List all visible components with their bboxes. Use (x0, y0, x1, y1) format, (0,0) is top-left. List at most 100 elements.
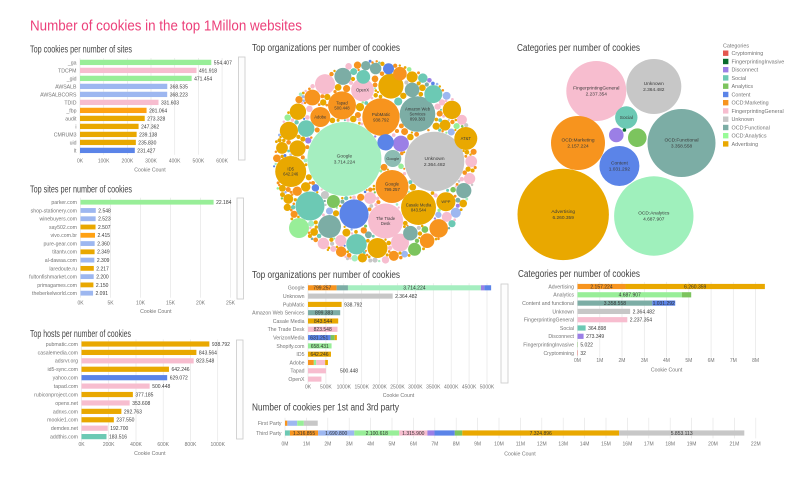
svg-text:6.260.359: 6.260.359 (684, 284, 706, 290)
svg-text:theberkelworld.com: theberkelworld.com (32, 291, 77, 297)
svg-text:22M: 22M (751, 442, 761, 448)
svg-text:_fbp: _fbp (65, 108, 76, 114)
svg-text:Cookie Count: Cookie Count (134, 451, 166, 457)
svg-text:Number of cookies per 1st and: Number of cookies per 1st and 3rd party (252, 403, 399, 414)
svg-text:adsrvr.org: adsrvr.org (55, 359, 78, 365)
svg-text:adnxs.com: adnxs.com (53, 409, 78, 415)
svg-text:Google: Google (288, 286, 305, 292)
svg-text:Unknown: Unknown (732, 117, 754, 123)
svg-text:400K: 400K (169, 159, 181, 165)
svg-text:7M: 7M (730, 358, 737, 364)
svg-text:2.237.354: 2.237.354 (586, 92, 608, 98)
svg-text:OCD:Analytics: OCD:Analytics (732, 134, 767, 140)
svg-text:2500K: 2500K (390, 385, 405, 391)
svg-text:1.690.800: 1.690.800 (325, 431, 347, 437)
svg-text:10K: 10K (136, 301, 146, 307)
svg-text:2.364.482: 2.364.482 (424, 162, 446, 168)
svg-text:ID5: ID5 (296, 352, 304, 358)
svg-text:0K: 0K (77, 301, 84, 307)
svg-text:1.031.292: 1.031.292 (609, 167, 631, 173)
svg-text:200K: 200K (122, 159, 134, 165)
svg-text:mookie1.com: mookie1.com (47, 418, 78, 424)
svg-text:casalemedia.com: casalemedia.com (38, 350, 78, 356)
svg-text:OpenX: OpenX (288, 377, 305, 383)
svg-text:Services: Services (409, 112, 425, 117)
svg-text:1.031.292: 1.031.292 (653, 301, 675, 307)
svg-text:1M: 1M (596, 358, 603, 364)
svg-text:0M: 0M (574, 358, 581, 364)
svg-text:331.603: 331.603 (161, 100, 179, 106)
svg-text:17M: 17M (644, 442, 654, 448)
svg-text:2.523: 2.523 (98, 217, 111, 223)
svg-text:OCD:Marketing: OCD:Marketing (561, 138, 594, 144)
svg-text:OCD:Marketing: OCD:Marketing (732, 101, 769, 107)
svg-text:0M: 0M (282, 442, 289, 448)
svg-text:642.246: 642.246 (310, 352, 328, 358)
svg-text:AWSALBCORS: AWSALBCORS (40, 92, 77, 98)
svg-text:OCD:Analytics: OCD:Analytics (638, 211, 670, 217)
svg-text:VerizonMedia: VerizonMedia (273, 336, 305, 342)
svg-text:843.564: 843.564 (199, 350, 217, 356)
svg-text:368.223: 368.223 (170, 92, 188, 98)
svg-text:8M: 8M (752, 358, 759, 364)
svg-text:554.407: 554.407 (214, 60, 232, 66)
svg-text:laredoute.ru: laredoute.ru (49, 266, 77, 272)
svg-text:631.251: 631.251 (310, 336, 328, 342)
svg-text:6M: 6M (410, 442, 417, 448)
svg-text:353.608: 353.608 (132, 401, 150, 407)
svg-text:_gid: _gid (66, 76, 77, 82)
svg-text:642.246: 642.246 (172, 367, 190, 373)
svg-text:2.091: 2.091 (96, 291, 109, 297)
svg-text:OpenX: OpenX (356, 88, 369, 93)
svg-text:2.548: 2.548 (98, 208, 111, 214)
svg-text:2.507: 2.507 (98, 225, 111, 231)
svg-text:2.237.354: 2.237.354 (630, 318, 652, 324)
svg-text:Google: Google (385, 181, 400, 186)
svg-text:5M: 5M (389, 442, 396, 448)
svg-text:The Trade: The Trade (376, 216, 396, 221)
svg-text:tapad.com: tapad.com (54, 384, 78, 390)
svg-text:0K: 0K (305, 385, 312, 391)
svg-text:i: i (75, 124, 76, 130)
svg-text:Top hosts per number of cookie: Top hosts per number of cookies (30, 329, 131, 340)
svg-text:2.100.618: 2.100.618 (366, 431, 388, 437)
svg-text:Content: Content (611, 161, 628, 167)
svg-text:CMRUM3: CMRUM3 (54, 132, 77, 138)
svg-text:239.138: 239.138 (139, 132, 157, 138)
svg-text:600K: 600K (157, 442, 169, 448)
svg-text:2.415: 2.415 (98, 233, 111, 239)
svg-text:22.184: 22.184 (216, 200, 232, 206)
svg-text:FingerprintingGeneral: FingerprintingGeneral (524, 318, 574, 324)
svg-text:Analytics: Analytics (732, 84, 754, 90)
svg-text:658.431: 658.431 (311, 344, 329, 350)
svg-text:500.448: 500.448 (334, 106, 350, 111)
svg-text:al-dawaa.com: al-dawaa.com (45, 258, 77, 264)
svg-text:2M: 2M (619, 358, 626, 364)
svg-text:Casale Media: Casale Media (273, 319, 305, 325)
svg-text:400K: 400K (130, 442, 142, 448)
svg-text:938.792: 938.792 (373, 117, 389, 122)
svg-text:addthis.com: addthis.com (50, 435, 78, 441)
svg-text:FingerprintingInvasive: FingerprintingInvasive (732, 60, 785, 66)
svg-text:Tapad: Tapad (336, 100, 348, 105)
svg-text:2.157.224: 2.157.224 (590, 284, 612, 290)
svg-text:Amazon Web: Amazon Web (405, 106, 431, 111)
svg-text:Google: Google (386, 156, 400, 161)
svg-text:6M: 6M (708, 358, 715, 364)
svg-text:Cryptomining: Cryptomining (543, 351, 574, 357)
svg-text:5.853.113: 5.853.113 (671, 431, 693, 437)
svg-text:2.360: 2.360 (97, 241, 110, 247)
svg-text:20M: 20M (708, 442, 718, 448)
svg-text:20K: 20K (196, 301, 206, 307)
svg-text:winebuyers.com: winebuyers.com (40, 217, 77, 223)
svg-text:500.448: 500.448 (152, 384, 170, 390)
svg-text:16M: 16M (623, 442, 633, 448)
svg-text:Content: Content (732, 93, 751, 99)
svg-text:vivo.com.br: vivo.com.br (50, 233, 77, 239)
svg-text:Content and functional: Content and functional (522, 301, 574, 307)
svg-text:openx.net: openx.net (55, 401, 78, 407)
svg-text:364.898: 364.898 (588, 326, 606, 332)
svg-text:629.072: 629.072 (170, 376, 188, 382)
svg-text:3.358.558: 3.358.558 (671, 144, 693, 150)
svg-text:2M: 2M (324, 442, 331, 448)
